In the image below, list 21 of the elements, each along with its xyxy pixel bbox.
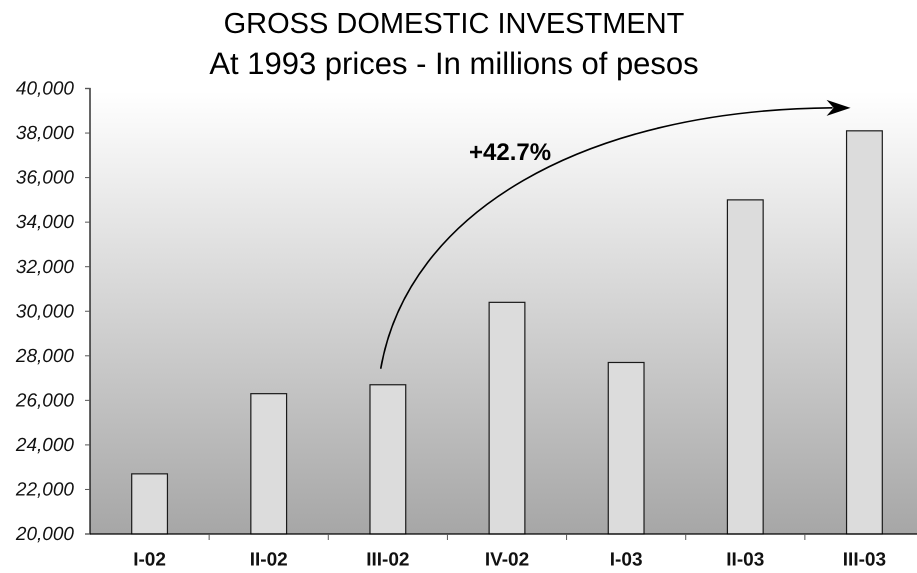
x-tick-label: III-03 — [842, 549, 886, 570]
y-tick-label: 32,000 — [16, 256, 74, 278]
x-tick-label: I-03 — [610, 549, 643, 570]
y-tick-label: 20,000 — [14, 524, 74, 546]
y-tick-label: 30,000 — [16, 301, 74, 322]
y-tick-label: 26,000 — [14, 390, 74, 412]
y-tick-label: 34,000 — [16, 212, 74, 234]
x-tick-label: II-02 — [250, 549, 288, 570]
x-tick-label: II-03 — [726, 549, 764, 570]
y-tick-label: 38,000 — [16, 123, 74, 144]
annotation: +42.7% — [469, 139, 552, 166]
x-tick-label: I-02 — [133, 549, 166, 570]
y-tick-label: 36,000 — [16, 168, 74, 189]
x-tick-label: IV-02 — [484, 549, 530, 570]
y-tick-label: 28,000 — [14, 346, 74, 367]
x-tick-label: III-02 — [366, 549, 410, 570]
y-tick-label: 24,000 — [14, 434, 74, 456]
chart-subtitle: At 1993 prices - In millions of pesos — [209, 46, 699, 81]
y-tick-label: 22,000 — [14, 480, 74, 501]
y-tick-label: 40,000 — [16, 78, 74, 100]
chart-title: GROSS DOMESTIC INVESTMENT — [224, 8, 685, 40]
